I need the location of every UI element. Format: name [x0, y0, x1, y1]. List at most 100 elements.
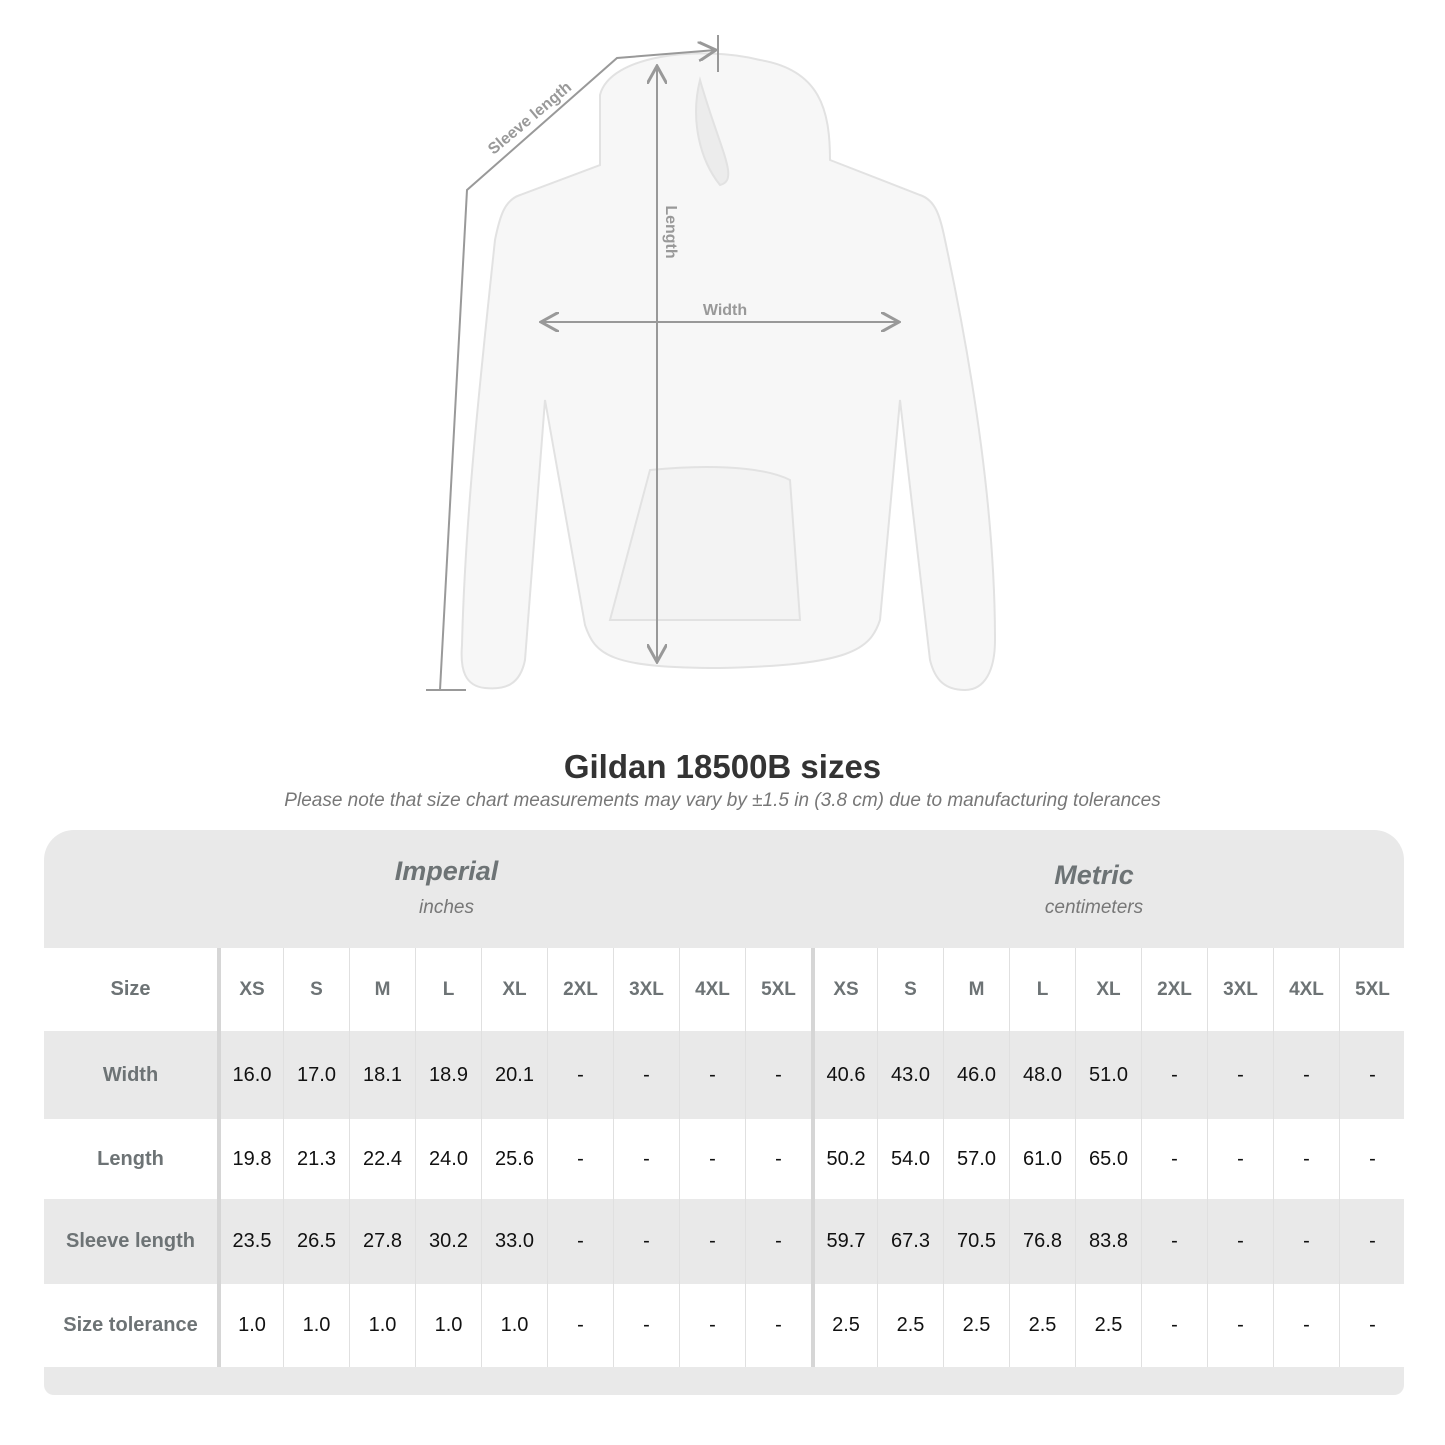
measurement-lines	[426, 35, 899, 691]
imperial-cell: -	[547, 1284, 613, 1367]
imperial-cell: -	[745, 1031, 811, 1119]
imperial-cell: -	[679, 1284, 745, 1367]
imperial-cell: 18.1	[349, 1031, 415, 1119]
imperial-size-3xl: 3XL	[613, 948, 679, 1031]
metric-cell: -	[1339, 1284, 1404, 1367]
metric-size-xl: XL	[1075, 948, 1141, 1031]
imperial-cell: 17.0	[283, 1031, 349, 1119]
imperial-cell: 22.4	[349, 1119, 415, 1199]
imperial-cell: 26.5	[283, 1199, 349, 1284]
imperial-cell: -	[679, 1031, 745, 1119]
imperial-cell: 33.0	[481, 1199, 547, 1284]
metric-cell: -	[1207, 1284, 1273, 1367]
width-label: Width	[703, 302, 747, 319]
metric-cell: 51.0	[1075, 1031, 1141, 1119]
metric-cell: 2.5	[811, 1284, 877, 1367]
metric-cell: -	[1339, 1199, 1404, 1284]
imperial-cell: -	[679, 1119, 745, 1199]
imperial-size-xl: XL	[481, 948, 547, 1031]
imperial-size-5xl: 5XL	[745, 948, 811, 1031]
metric-cell: -	[1273, 1119, 1339, 1199]
imperial-cell: -	[613, 1119, 679, 1199]
metric-size-3xl: 3XL	[1207, 948, 1273, 1031]
metric-cell: -	[1273, 1284, 1339, 1367]
imperial-cell: 27.8	[349, 1199, 415, 1284]
metric-cell: 50.2	[811, 1119, 877, 1199]
imperial-cell: 1.0	[481, 1284, 547, 1367]
metric-cell: 54.0	[877, 1119, 943, 1199]
imperial-cell: 1.0	[217, 1284, 283, 1367]
metric-cell: 83.8	[1075, 1199, 1141, 1284]
metric-size-l: L	[1009, 948, 1075, 1031]
imperial-cell: -	[613, 1199, 679, 1284]
imperial-cell: -	[613, 1031, 679, 1119]
imperial-cell: 1.0	[415, 1284, 481, 1367]
imperial-size-xs: XS	[217, 948, 283, 1031]
hoodie-illustration	[460, 52, 997, 692]
imperial-cell: 1.0	[283, 1284, 349, 1367]
size-table: Imperial inches Metric centimeters Size X…	[44, 830, 1404, 1395]
imperial-cell: -	[547, 1031, 613, 1119]
metric-cell: 2.5	[943, 1284, 1009, 1367]
metric-cell: -	[1339, 1031, 1404, 1119]
imperial-cell: 23.5	[217, 1199, 283, 1284]
imperial-size-m: M	[349, 948, 415, 1031]
metric-size-xs: XS	[811, 948, 877, 1031]
metric-cell: 40.6	[811, 1031, 877, 1119]
metric-cell: -	[1207, 1119, 1273, 1199]
size-header-label: Size	[44, 948, 217, 1031]
row-label: Size tolerance	[44, 1284, 217, 1367]
imperial-cell: 30.2	[415, 1199, 481, 1284]
sleeve-length-line	[439, 50, 716, 691]
metric-cell: -	[1141, 1199, 1207, 1284]
hoodie-diagram: Sleeve length Length Width	[426, 35, 997, 692]
metric-cell: -	[1273, 1031, 1339, 1119]
imperial-cell: 18.9	[415, 1031, 481, 1119]
metric-cell: -	[1339, 1119, 1404, 1199]
metric-title: Metric	[1054, 860, 1134, 890]
imperial-cell: 16.0	[217, 1031, 283, 1119]
metric-cell: -	[1141, 1031, 1207, 1119]
imperial-header: Imperial inches	[217, 856, 676, 919]
imperial-cell: -	[745, 1199, 811, 1284]
metric-cell: 76.8	[1009, 1199, 1075, 1284]
size-grid: Size XS S M L XL 2XL 3XL 4XL 5XL XS S M L XL 2XL 3XL 4XL 5…	[44, 948, 1404, 1367]
imperial-size-l: L	[415, 948, 481, 1031]
imperial-title: Imperial	[394, 856, 499, 886]
metric-cell: -	[1141, 1284, 1207, 1367]
metric-cell: 65.0	[1075, 1119, 1141, 1199]
imperial-cell: 25.6	[481, 1119, 547, 1199]
metric-size-m: M	[943, 948, 1009, 1031]
metric-cell: 46.0	[943, 1031, 1009, 1119]
metric-cell: 43.0	[877, 1031, 943, 1119]
metric-size-5xl: 5XL	[1339, 948, 1404, 1031]
metric-size-s: S	[877, 948, 943, 1031]
imperial-unit: inches	[419, 897, 474, 918]
metric-cell: 48.0	[1009, 1031, 1075, 1119]
metric-cell: 2.5	[1075, 1284, 1141, 1367]
metric-cell: 67.3	[877, 1199, 943, 1284]
metric-cell: 57.0	[943, 1119, 1009, 1199]
metric-size-2xl: 2XL	[1141, 948, 1207, 1031]
imperial-size-2xl: 2XL	[547, 948, 613, 1031]
row-label: Sleeve length	[44, 1199, 217, 1284]
imperial-size-s: S	[283, 948, 349, 1031]
imperial-cell: -	[547, 1199, 613, 1284]
metric-cell: 59.7	[811, 1199, 877, 1284]
length-label: Length	[662, 205, 679, 258]
imperial-cell: -	[547, 1119, 613, 1199]
imperial-cell: -	[745, 1119, 811, 1199]
metric-cell: -	[1207, 1199, 1273, 1284]
row-label: Length	[44, 1119, 217, 1199]
metric-cell: 2.5	[1009, 1284, 1075, 1367]
tolerance-note: Please note that size chart measurements…	[284, 790, 1161, 811]
row-label: Width	[44, 1031, 217, 1119]
imperial-cell: 24.0	[415, 1119, 481, 1199]
metric-cell: 61.0	[1009, 1119, 1075, 1199]
imperial-cell: 20.1	[481, 1031, 547, 1119]
metric-cell: 70.5	[943, 1199, 1009, 1284]
imperial-size-4xl: 4XL	[679, 948, 745, 1031]
imperial-cell: 19.8	[217, 1119, 283, 1199]
imperial-cell: 21.3	[283, 1119, 349, 1199]
metric-cell: -	[1207, 1031, 1273, 1119]
